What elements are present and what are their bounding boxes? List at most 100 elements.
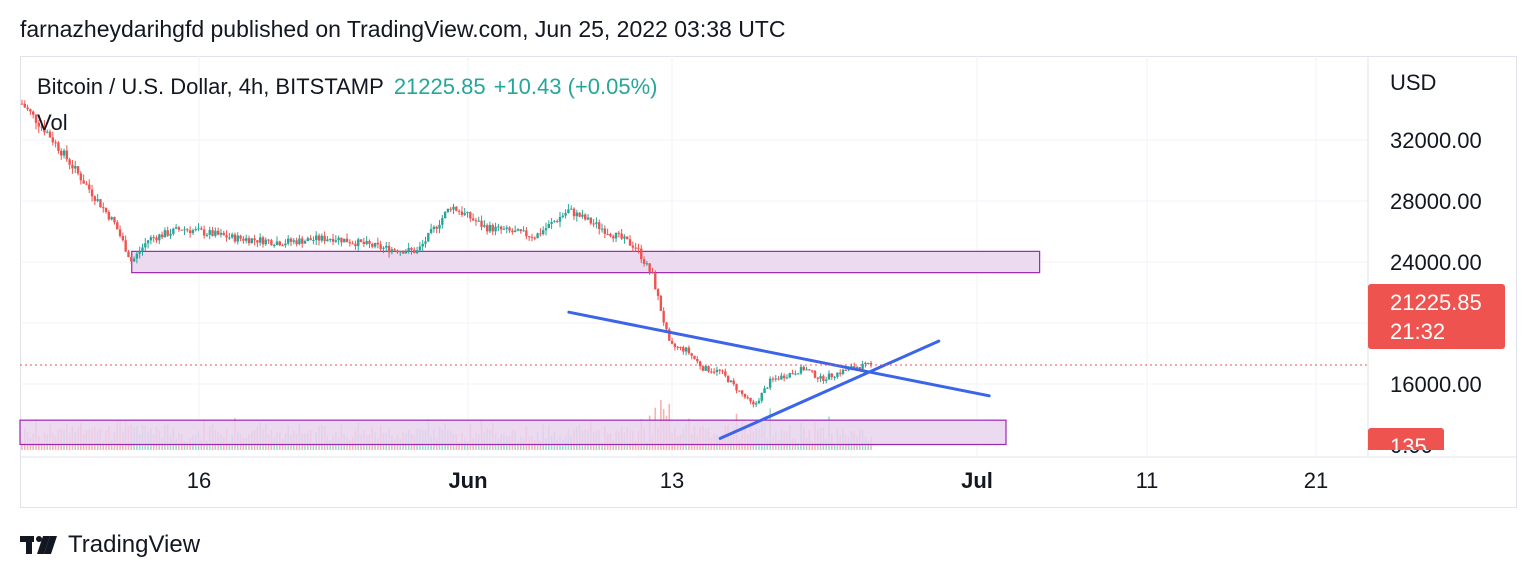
candle-body [418, 246, 422, 251]
candle-body [107, 211, 111, 220]
chart-frame[interactable] [20, 56, 1517, 508]
candle-body [572, 208, 576, 217]
candle-body [771, 378, 775, 380]
volume-bar [186, 441, 189, 450]
candle-body [301, 238, 304, 244]
candle-body [794, 373, 797, 375]
candle-body [488, 224, 492, 232]
price-zone [131, 250, 1041, 274]
candle-body [270, 240, 273, 246]
volume-bar [312, 442, 315, 450]
volume-value: 135 [1390, 434, 1427, 450]
candle-body [312, 240, 315, 242]
candle-body [659, 295, 663, 311]
candle-body [497, 226, 500, 228]
candle-body [323, 235, 326, 242]
candle-body [211, 230, 214, 236]
y-tick-label: 32000.00 [1390, 128, 1482, 153]
candle-body [494, 226, 497, 232]
candle-body [651, 271, 654, 274]
candle-body [480, 220, 483, 227]
candle-body [326, 239, 329, 242]
candle-body [197, 228, 200, 230]
candle-body [668, 329, 671, 341]
candle-body [808, 369, 811, 371]
candle-body [754, 403, 758, 405]
candle-body [536, 233, 539, 239]
candle-body [738, 390, 741, 392]
candle-body [104, 207, 108, 212]
candle-body [642, 259, 646, 264]
candle-body [96, 199, 99, 201]
candle-body [60, 150, 63, 156]
candle-body [219, 232, 223, 235]
candle-body [555, 221, 559, 223]
trendlines [567, 310, 991, 440]
candle-body [261, 237, 265, 245]
candle-body [160, 234, 164, 238]
candle-body [68, 159, 71, 165]
candle-body [466, 212, 469, 214]
candle-body [746, 397, 749, 399]
candle-body [499, 226, 503, 230]
candle-body [855, 367, 859, 369]
candle-body [541, 230, 545, 235]
volume-bar [458, 442, 460, 450]
tradingview-footer[interactable]: TradingView [20, 531, 200, 559]
candle-body [166, 230, 169, 236]
candle-body [200, 228, 203, 230]
candle-body [836, 372, 839, 377]
volume-bar [40, 440, 43, 450]
candle-body [698, 361, 702, 367]
last-price-value: 21225.85 [1390, 290, 1482, 315]
candle-body [721, 370, 724, 372]
candle-body [186, 229, 189, 231]
candle-body [54, 142, 57, 144]
candle-body [449, 208, 452, 210]
candle-body [177, 227, 181, 230]
candle-body [413, 249, 416, 254]
candle-body [239, 235, 242, 239]
candle-body [46, 131, 49, 133]
candle-body [155, 237, 158, 241]
candle-body [376, 242, 380, 245]
candle-body [522, 230, 525, 232]
candle-body [853, 366, 856, 368]
candle-body [110, 217, 113, 220]
candle-body [43, 126, 46, 133]
candle-body [648, 263, 651, 272]
trendline [567, 310, 991, 398]
candle-body [516, 229, 520, 231]
candle-body [130, 257, 133, 262]
candle-body [768, 378, 772, 388]
candle-body [359, 239, 363, 242]
candle-body [598, 222, 601, 230]
candle-body [527, 236, 531, 238]
candle-body [85, 183, 88, 185]
candle-body [435, 226, 438, 229]
x-tick-label: 16 [186, 468, 212, 493]
candle-body [284, 243, 287, 246]
candle-body [379, 244, 382, 249]
candle-body [578, 212, 581, 217]
candle-body [662, 310, 665, 323]
candle-body [833, 376, 836, 378]
legend-change: +10.43 (+0.05%) [493, 74, 658, 99]
volume-bar [21, 440, 23, 450]
candle-body [174, 227, 178, 229]
candle-body [315, 235, 318, 241]
candle-body [640, 248, 643, 260]
candle-body [334, 240, 338, 242]
candle-body [589, 217, 593, 224]
candle-body [592, 223, 595, 225]
candle-body [432, 226, 436, 230]
candle-body [253, 238, 256, 241]
volume-bar [517, 440, 519, 450]
tradingview-logo-icon [20, 536, 57, 554]
candle-body [631, 245, 635, 248]
candle-body [780, 375, 783, 380]
candle-body [564, 213, 567, 216]
candle-body [693, 355, 696, 359]
trendline [718, 339, 941, 440]
